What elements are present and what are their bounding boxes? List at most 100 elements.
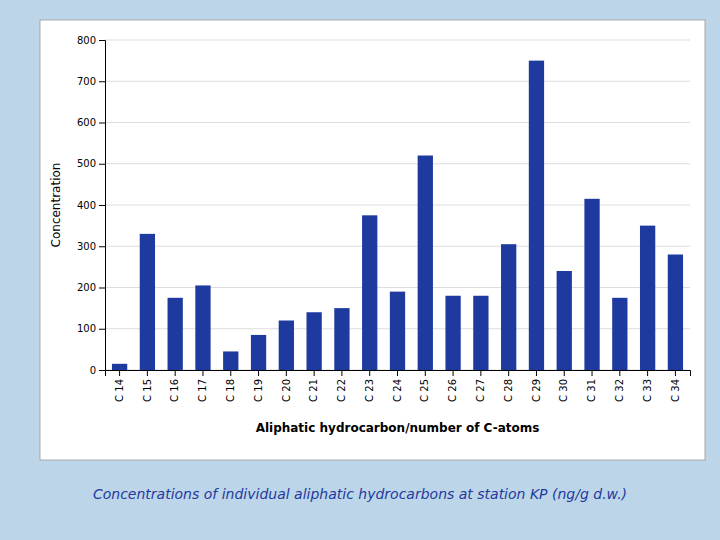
y-tick-mark [99, 40, 105, 41]
bar [390, 292, 405, 370]
x-tick-mark [369, 370, 370, 376]
bar [362, 215, 377, 370]
frame [40, 20, 705, 460]
bar [473, 296, 488, 370]
bar [168, 298, 183, 370]
y-axis-line [99, 41, 106, 371]
chart-svg: C 14C 15C 16C 17C 18C 19C 20C 21C 22C 23… [0, 0, 720, 540]
x-tick-label: C 17 [197, 379, 208, 402]
x-tick: C 20 [281, 370, 292, 402]
grid-line [105, 163, 690, 164]
y-tick-label: 600 [77, 117, 96, 128]
plot: C 14C 15C 16C 17C 18C 19C 20C 21C 22C 23… [77, 35, 691, 402]
y-tick: 200 [77, 282, 105, 293]
x-tick-mark [536, 370, 537, 376]
bars [112, 61, 683, 370]
x-tick-mark [619, 370, 620, 376]
x-tick-label: C 30 [558, 379, 569, 402]
x-tick-mark [592, 370, 593, 376]
bar [529, 61, 544, 370]
x-tick-mark [564, 370, 565, 376]
y-tick: 700 [77, 76, 105, 87]
y-tick-mark [99, 246, 105, 247]
y-axis: 0 100 200 300 400 500 600 700 800 [77, 35, 106, 376]
x-axis: C 14C 15C 16C 17C 18C 19C 20C 21C 22C 23… [106, 370, 691, 402]
grid [105, 40, 690, 370]
grid-line [105, 40, 690, 41]
x-tick-label: C 32 [614, 379, 625, 402]
y-tick-mark [99, 370, 105, 371]
x-tick-mark [175, 370, 176, 376]
x-tick-label: C 26 [447, 379, 458, 402]
outer-background [0, 0, 720, 540]
x-tick: C 33 [642, 370, 653, 402]
bar [445, 296, 460, 370]
x-tick: C 21 [308, 370, 319, 402]
y-tick-label: 0 [90, 365, 96, 376]
y-tick: 500 [77, 158, 105, 169]
y-tick-mark [99, 81, 105, 82]
bar [140, 234, 155, 370]
x-tick: C 17 [197, 370, 208, 402]
x-tick: C 30 [558, 370, 569, 402]
x-tick: C 14 [114, 370, 125, 402]
grid-line [105, 122, 690, 123]
bar [112, 364, 127, 370]
x-tick: C 32 [614, 370, 625, 402]
x-tick-mark [425, 370, 426, 376]
bar [251, 335, 266, 370]
bar [557, 271, 572, 370]
x-tick-label: C 15 [142, 379, 153, 402]
x-tick-mark [258, 370, 259, 376]
x-tick-mark [647, 370, 648, 376]
x-tick-mark [341, 370, 342, 376]
x-tick-label: C 18 [225, 379, 236, 402]
x-tick: C 15 [142, 370, 153, 402]
x-axis-title: Aliphatic hydrocarbon/number of C-atoms [256, 421, 540, 435]
grid-line [105, 246, 690, 247]
x-tick: C 34 [670, 370, 681, 402]
caption: Concentrations of individual aliphatic h… [93, 486, 627, 502]
y-tick: 400 [77, 200, 105, 211]
x-tick-mark [286, 370, 287, 376]
bar [306, 312, 321, 370]
x-tick-mark [314, 370, 315, 376]
x-tick-label: C 33 [642, 379, 653, 402]
grid-line [105, 81, 690, 82]
x-tick: C 27 [475, 370, 486, 402]
y-tick-label: 700 [77, 76, 96, 87]
bar [668, 255, 683, 371]
x-tick-mark [675, 370, 676, 376]
grid-line [105, 287, 690, 288]
y-tick: 100 [77, 323, 105, 334]
x-tick: C 24 [392, 370, 403, 402]
y-tick-label: 300 [77, 241, 96, 252]
x-tick-label: C 14 [114, 379, 125, 402]
y-tick-label: 500 [77, 158, 96, 169]
y-tick: 600 [77, 117, 105, 128]
y-tick-label: 100 [77, 323, 96, 334]
y-tick-label: 800 [77, 35, 96, 46]
x-tick: C 26 [447, 370, 458, 402]
x-tick-label: C 28 [503, 379, 514, 402]
x-tick-label: C 20 [281, 379, 292, 402]
bar [223, 351, 238, 370]
x-tick-mark [397, 370, 398, 376]
bar [334, 308, 349, 370]
x-tick-mark [202, 370, 203, 376]
x-tick-label: C 29 [531, 379, 542, 402]
x-tick-label: C 25 [419, 379, 430, 402]
y-tick-label: 400 [77, 200, 96, 211]
y-tick-mark [99, 288, 105, 289]
x-tick-label: C 24 [392, 379, 403, 402]
bar [640, 226, 655, 370]
y-tick: 300 [77, 241, 105, 252]
y-tick-mark [99, 164, 105, 165]
x-tick-label: C 21 [308, 379, 319, 402]
x-tick-label: C 34 [670, 379, 681, 402]
x-axis-line [106, 371, 691, 377]
x-tick-mark [453, 370, 454, 376]
x-tick: C 18 [225, 370, 236, 402]
bar [279, 321, 294, 371]
x-tick-mark [230, 370, 231, 376]
